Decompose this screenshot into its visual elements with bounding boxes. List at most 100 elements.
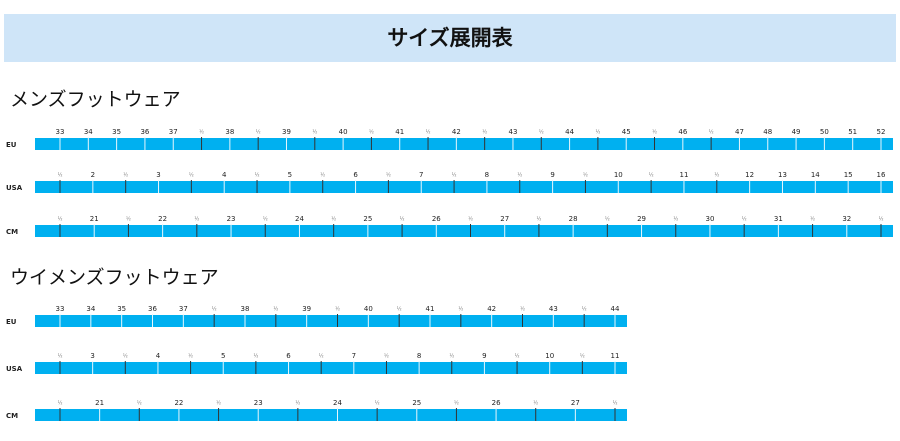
size-label: 44	[611, 305, 620, 313]
half-size-label: ½	[595, 129, 600, 136]
half-size-label: ½	[810, 216, 815, 223]
size-label: 41	[395, 128, 404, 136]
half-size-label: ½	[137, 400, 142, 407]
half-size-label: ½	[188, 353, 193, 360]
size-label: 16	[877, 171, 886, 179]
half-size-label: ½	[482, 129, 487, 136]
section-title: ウイメンズフットウェア	[10, 267, 219, 289]
half-size-label: ½	[582, 306, 587, 313]
half-size-label: ½	[742, 216, 747, 223]
size-label: 44	[565, 128, 574, 136]
size-label: 45	[622, 128, 631, 136]
size-label: 47	[735, 128, 744, 136]
half-size-label: ½	[580, 353, 585, 360]
half-size-label: ½	[652, 129, 657, 136]
half-size-label: ½	[536, 216, 541, 223]
half-size-label: ½	[613, 400, 618, 407]
half-size-label: ½	[583, 172, 588, 179]
page-title: サイズ展開表	[387, 26, 513, 50]
size-label: 34	[84, 128, 93, 136]
size-label: 5	[288, 171, 292, 179]
size-label: 46	[678, 128, 687, 136]
size-label: 39	[282, 128, 291, 136]
size-label: 10	[614, 171, 623, 179]
size-label: 34	[86, 305, 95, 313]
half-size-label: ½	[400, 216, 405, 223]
size-label: 23	[227, 215, 236, 223]
size-label: 6	[286, 352, 291, 360]
size-label: 27	[500, 215, 509, 223]
half-size-label: ½	[879, 216, 884, 223]
size-label: 21	[90, 215, 99, 223]
half-size-label: ½	[369, 129, 374, 136]
half-size-label: ½	[649, 172, 654, 179]
half-size-label: ½	[273, 306, 278, 313]
half-size-label: ½	[123, 172, 128, 179]
half-size-label: ½	[331, 216, 336, 223]
size-label: 6	[353, 171, 358, 179]
size-bar	[35, 409, 627, 421]
size-label: 39	[302, 305, 311, 313]
size-label: 7	[419, 171, 423, 179]
half-size-label: ½	[515, 353, 520, 360]
row-label: USA	[6, 184, 23, 192]
half-size-label: ½	[397, 306, 402, 313]
half-size-label: ½	[449, 353, 454, 360]
size-label: 49	[792, 128, 801, 136]
size-label: 26	[432, 215, 441, 223]
size-label: 36	[140, 128, 149, 136]
size-bar	[35, 315, 627, 327]
size-label: 31	[774, 215, 783, 223]
half-size-label: ½	[319, 353, 324, 360]
size-label: 23	[254, 399, 263, 407]
half-size-label: ½	[255, 172, 260, 179]
size-label: 9	[482, 352, 486, 360]
size-label: 21	[95, 399, 104, 407]
size-label: 13	[778, 171, 787, 179]
half-size-label: ½	[212, 306, 217, 313]
half-size-label: ½	[375, 400, 380, 407]
size-label: 40	[339, 128, 348, 136]
half-size-label: ½	[126, 216, 131, 223]
size-label: 38	[225, 128, 234, 136]
size-label: 12	[745, 171, 754, 179]
header-band	[4, 14, 896, 62]
half-size-label: ½	[426, 129, 431, 136]
size-label: 30	[705, 215, 714, 223]
half-size-label: ½	[539, 129, 544, 136]
size-label: 33	[56, 305, 65, 313]
size-label: 50	[820, 128, 829, 136]
half-size-label: ½	[517, 172, 522, 179]
row-label: USA	[6, 365, 23, 373]
half-size-label: ½	[458, 306, 463, 313]
size-label: 5	[221, 352, 225, 360]
size-label: 35	[112, 128, 121, 136]
half-size-label: ½	[335, 306, 340, 313]
size-label: 40	[364, 305, 373, 313]
half-size-label: ½	[58, 172, 63, 179]
half-size-label: ½	[216, 400, 221, 407]
size-label: 51	[848, 128, 857, 136]
size-label: 38	[241, 305, 250, 313]
size-label: 42	[487, 305, 496, 313]
half-size-label: ½	[256, 129, 261, 136]
row-label: CM	[6, 228, 18, 236]
size-label: 14	[811, 171, 820, 179]
size-label: 4	[156, 352, 161, 360]
half-size-label: ½	[533, 400, 538, 407]
size-label: 48	[763, 128, 772, 136]
size-label: 24	[333, 399, 342, 407]
half-size-label: ½	[58, 353, 63, 360]
size-label: 7	[352, 352, 356, 360]
half-size-label: ½	[386, 172, 391, 179]
half-size-label: ½	[123, 353, 128, 360]
size-label: 8	[417, 352, 421, 360]
size-label: 26	[492, 399, 501, 407]
size-label: 36	[148, 305, 157, 313]
size-label: 4	[222, 171, 227, 179]
size-label: 37	[179, 305, 188, 313]
size-bar	[35, 362, 627, 374]
size-label: 10	[545, 352, 554, 360]
size-label: 3	[90, 352, 94, 360]
